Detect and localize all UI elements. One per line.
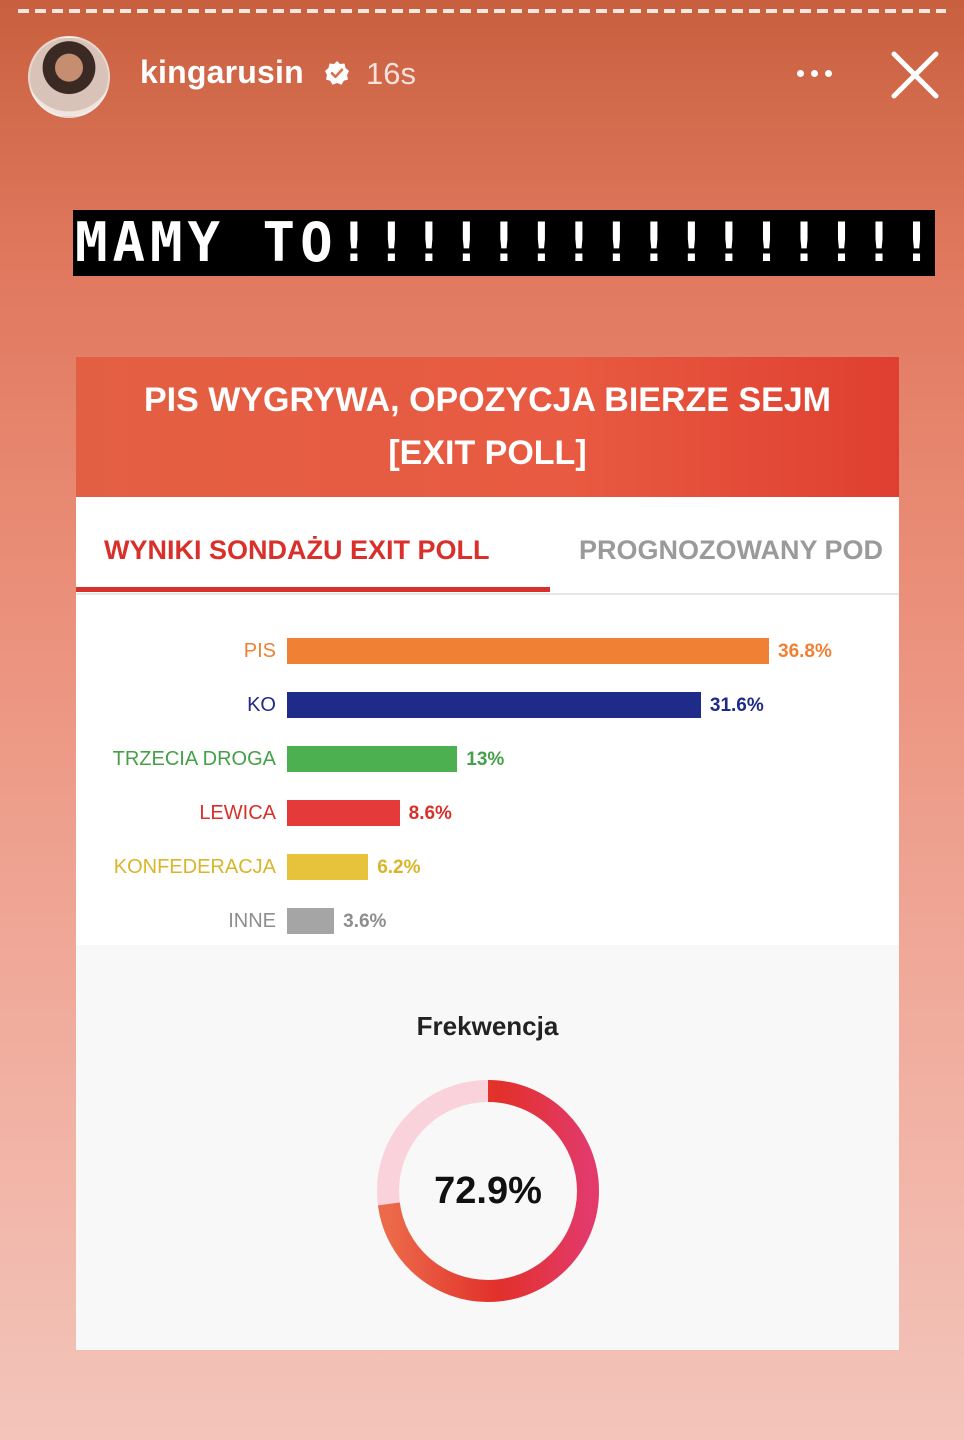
avatar[interactable] [28,36,110,118]
bar [287,800,400,826]
bar-value-label: 3.6% [343,911,387,932]
bar [287,908,335,934]
bar-value-label: 6.2% [377,857,421,878]
exit-poll-bar-chart: PIS 36.8% KO 31.6% TRZECIA DROGA 13% LEWICA 8.6… [76,593,899,945]
timestamp: 16s [366,56,416,91]
bar-value-label: 31.6% [709,695,764,716]
bar-label: LEWICA [199,802,276,824]
dot-icon [824,69,832,77]
username[interactable]: kingarusin [140,54,304,90]
card-title: PIS WYGRYWA, OPOZYCJA BIERZE SEJM [EXIT … [143,381,832,472]
tabs: WYNIKI SONDAŻU EXIT POLL PROGNOZOWANY PO… [76,497,899,595]
bar [287,746,458,772]
bar-label: TRZECIA DROGA [112,748,276,770]
exit-poll-card: PIS WYGRYWA, OPOZYCJA BIERZE SEJM [EXIT … [76,357,899,1350]
bar-label: KO [247,694,276,716]
tab-exit-poll-results[interactable]: WYNIKI SONDAŻU EXIT POLL [104,535,490,565]
bar-label: PIS [243,640,276,662]
tab-projected-seats[interactable]: PROGNOZOWANY POD [579,535,884,565]
bar-label: KONFEDERACJA [113,856,276,878]
bar [287,692,701,718]
turnout-title: Frekwencja [416,1011,559,1041]
turnout-section: Frekwencja 72.9% [76,945,899,1350]
story-progress-bar [18,9,946,13]
verified-badge-icon [325,61,349,85]
card-header: PIS WYGRYWA, OPOZYCJA BIERZE SEJM [EXIT … [76,357,899,497]
dot-icon [796,69,804,77]
dot-icon [810,69,818,77]
active-tab-indicator [76,587,550,592]
story-header: kingarusin 16s [28,36,940,118]
bar [287,854,369,880]
more-options-button[interactable] [790,58,838,88]
bar-label: INNE [228,910,276,932]
bar-value-label: 13% [466,749,505,770]
bar [287,638,769,664]
bar-value-label: 36.8% [778,641,832,662]
donut-value-arc [377,1080,599,1302]
story-caption: MAMY TO!!!!!!!!!!!!!!!! [73,210,935,276]
turnout-value: 72.9% [434,1169,542,1212]
close-icon[interactable] [886,46,944,104]
turnout-donut-chart [377,1080,599,1302]
bar-value-label: 8.6% [408,803,452,824]
